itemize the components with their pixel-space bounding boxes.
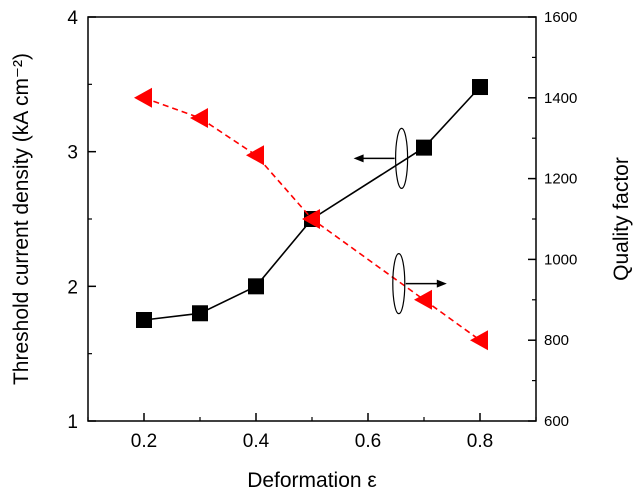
y-right-tick-label: 1600 <box>544 9 577 26</box>
x-tick-label: 0.8 <box>467 431 493 452</box>
series-1-point <box>414 289 432 310</box>
series-1-point <box>246 145 264 166</box>
annotation-arrow-head <box>436 279 447 288</box>
y-right-tick-label: 1400 <box>544 90 577 107</box>
series-1-line <box>143 97 481 341</box>
series-0-point <box>416 139 432 156</box>
y-left-tick-label: 4 <box>67 8 78 29</box>
series-1-point <box>470 330 488 351</box>
x-axis-title: Deformation ε <box>247 469 377 492</box>
series-1-point <box>134 87 152 108</box>
series-0-point <box>192 305 208 322</box>
y-left-ticks: 1 2 3 4 <box>67 8 96 433</box>
series-0-point <box>136 312 152 328</box>
y-right-tick-label: 1000 <box>544 251 577 268</box>
annotation-arrow-head <box>353 154 364 163</box>
series-1-point <box>302 209 320 229</box>
x-tick-label: 0.4 <box>243 431 270 452</box>
x-tick-label: 0.2 <box>131 431 157 452</box>
y-left-tick-label: 1 <box>67 412 78 433</box>
annotation-layer <box>353 127 447 315</box>
annotation-ellipse <box>395 127 409 189</box>
series-1-point <box>190 108 208 128</box>
series-0-line <box>143 86 481 321</box>
y-left-tick-label: 2 <box>67 277 78 298</box>
y-left-tick-label: 3 <box>67 143 78 164</box>
x-tick-label: 0.6 <box>355 431 381 452</box>
y-left-axis-title: Threshold current density (kA cm⁻²) <box>10 53 33 385</box>
y-right-tick-label: 800 <box>544 332 569 349</box>
y-right-ticks: 600 800 1000 1200 1400 1600 <box>528 9 577 430</box>
y-right-axis-title: Quality factor <box>610 157 633 281</box>
series-layer <box>134 79 488 351</box>
x-ticks: 0.2 0.4 0.6 0.8 <box>87 413 537 452</box>
series-0-point <box>248 278 264 295</box>
y-right-tick-label: 600 <box>544 413 569 430</box>
annotation-ellipse <box>392 253 406 315</box>
y-right-tick-label: 1200 <box>544 171 577 188</box>
series-0-point <box>472 79 488 96</box>
